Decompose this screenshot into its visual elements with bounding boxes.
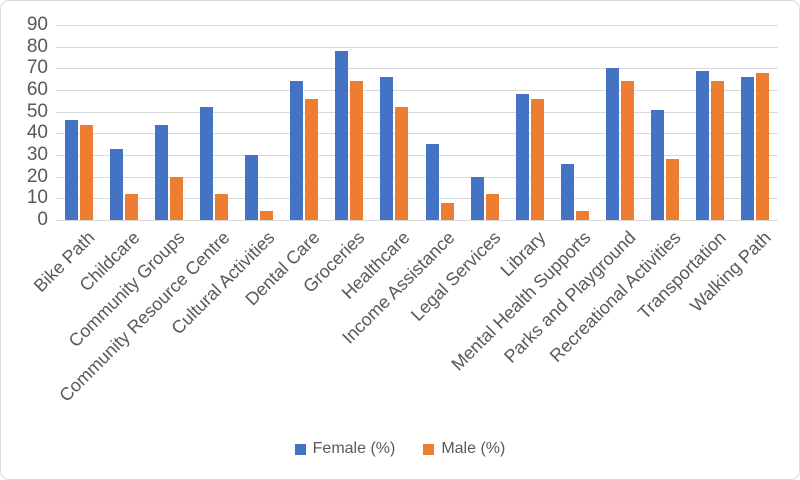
bar-group (372, 25, 417, 220)
bar-group (327, 25, 372, 220)
gridline (56, 25, 778, 26)
bar-group (462, 25, 507, 220)
legend-label: Male (%) (441, 440, 506, 457)
bar-female (696, 70, 710, 220)
gridline (56, 46, 778, 48)
legend: Female (%) Male (%) (1, 440, 799, 458)
bar-group (101, 25, 146, 220)
y-axis: 90 80 70 60 50 40 30 20 10 0 (1, 15, 48, 229)
y-tick-label: 40 (26, 122, 48, 144)
legend-item: Female (%) (294, 440, 396, 458)
legend-item: Male (%) (423, 440, 505, 458)
bar-female (741, 77, 755, 220)
gridline (56, 220, 778, 221)
y-tick-label: 70 (26, 57, 48, 79)
gridline (56, 89, 778, 91)
bar-group (56, 25, 101, 220)
bar-group (688, 25, 733, 220)
bar-female (380, 77, 394, 220)
bar-male (440, 202, 454, 220)
bar-female (560, 163, 574, 220)
bar-group (733, 25, 778, 220)
y-tick-label: 0 (37, 209, 48, 231)
gridline (56, 68, 778, 70)
bar-male (124, 194, 138, 220)
bar-female (515, 94, 529, 220)
y-tick-label: 20 (26, 165, 48, 187)
y-tick-label: 30 (26, 144, 48, 166)
bar-group (507, 25, 552, 220)
bar-female (651, 109, 665, 220)
bar-female (290, 81, 304, 220)
bar-female (245, 155, 259, 220)
bar-female (470, 176, 484, 220)
bar-male (711, 81, 725, 220)
bar-female (425, 144, 439, 220)
bar-female (199, 107, 213, 220)
bar-female (335, 51, 349, 220)
bar-male (756, 72, 770, 220)
bar-male (214, 194, 228, 220)
gridline (56, 198, 778, 200)
gridline (56, 154, 778, 156)
bar-male (260, 211, 274, 220)
bar-male (305, 98, 319, 220)
bar-group (237, 25, 282, 220)
y-tick-label: 60 (26, 79, 48, 101)
legend-swatch-icon (423, 443, 435, 455)
y-tick-label: 10 (26, 187, 48, 209)
bar-female (606, 68, 620, 220)
bar-female (109, 148, 123, 220)
bar-male (530, 98, 544, 220)
y-tick-label: 80 (26, 35, 48, 57)
bar-female (154, 124, 168, 220)
gridline (56, 111, 778, 113)
gridline (56, 176, 778, 178)
bar-male (395, 107, 409, 220)
bar-male (575, 211, 589, 220)
y-tick-label: 90 (26, 14, 48, 36)
bar-female (64, 120, 78, 220)
gridline (56, 133, 778, 135)
bar-group (146, 25, 191, 220)
bar-group (282, 25, 327, 220)
legend-label: Female (%) (312, 440, 396, 457)
plot-area (56, 25, 778, 221)
bar-group (598, 25, 643, 220)
bar-group (417, 25, 462, 220)
bar-male (350, 81, 364, 220)
legend-swatch-icon (294, 443, 306, 455)
bar-male (666, 159, 680, 220)
bar-male (485, 194, 499, 220)
bar-male (621, 81, 635, 220)
bar-group (552, 25, 597, 220)
bars-area (56, 25, 778, 220)
bar-group (643, 25, 688, 220)
bar-male (79, 124, 93, 220)
bar-male (169, 176, 183, 220)
bar-group (191, 25, 236, 220)
y-tick-label: 50 (26, 100, 48, 122)
